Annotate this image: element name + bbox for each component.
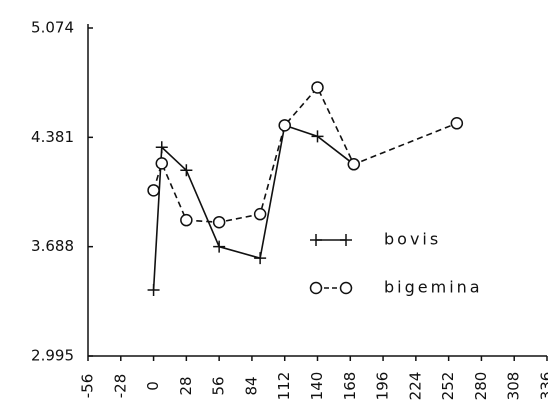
circle-marker — [212, 215, 226, 229]
circle-marker — [155, 157, 169, 170]
plus-marker — [155, 141, 168, 154]
plus-marker — [311, 130, 324, 143]
plus-marker — [340, 234, 352, 246]
x-tick-label: 280 — [472, 372, 490, 401]
x-tick-label: 56 — [210, 376, 228, 395]
circle-marker — [309, 281, 323, 295]
legend-label: bovis — [384, 230, 441, 249]
circle-marker — [347, 158, 361, 171]
x-tick-label: 112 — [275, 372, 293, 401]
circle-marker — [253, 207, 267, 221]
y-tick-label: 4.381 — [31, 128, 74, 146]
x-tick-label: 28 — [177, 376, 195, 395]
x-tick-label: -28 — [111, 374, 129, 399]
legend-label: bigemina — [384, 278, 483, 297]
circle-marker — [147, 184, 160, 197]
plus-marker — [213, 240, 226, 253]
x-tick-label: 140 — [308, 372, 326, 401]
circle-marker — [311, 81, 324, 94]
x-tick-label: 168 — [341, 372, 359, 401]
series-line — [152, 124, 355, 291]
x-tick-label: 308 — [505, 372, 523, 401]
circle-marker — [450, 117, 464, 130]
x-tick-label: 224 — [406, 372, 424, 401]
plus-marker — [310, 234, 322, 246]
y-tick-label: 2.995 — [31, 347, 74, 365]
series-line — [152, 86, 458, 224]
x-tick-label: 336 — [538, 372, 548, 401]
circle-marker — [339, 281, 353, 295]
circle-marker — [180, 213, 193, 227]
plus-marker — [254, 252, 267, 265]
x-tick-label: 252 — [439, 372, 457, 401]
x-tick-label: 84 — [242, 376, 260, 395]
x-tick-label: 196 — [374, 372, 392, 401]
x-tick-label: -56 — [79, 374, 97, 399]
circle-marker — [278, 119, 291, 132]
y-tick-label: 5.074 — [31, 19, 74, 37]
plus-marker — [180, 164, 193, 177]
plus-marker — [147, 284, 160, 297]
y-tick-label: 3.688 — [31, 237, 74, 255]
x-tick-label: 0 — [144, 381, 162, 391]
